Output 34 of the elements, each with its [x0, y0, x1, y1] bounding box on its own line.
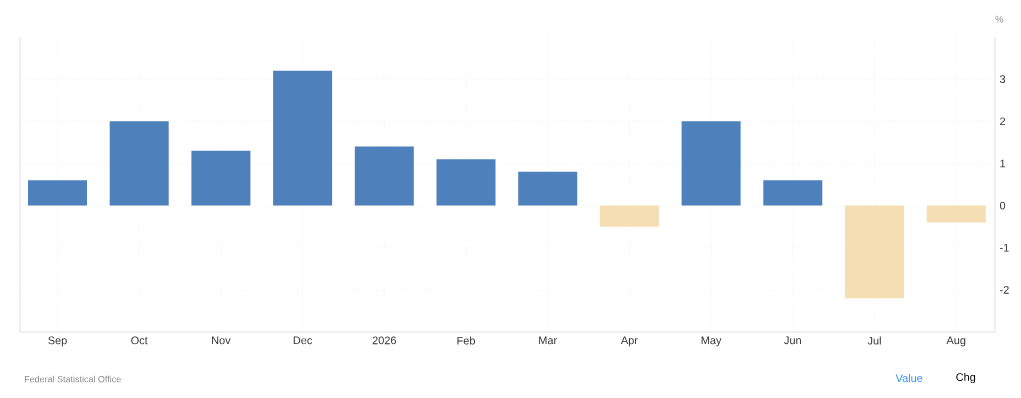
- x-tick-label: Nov: [212, 336, 231, 345]
- bar: [926, 205, 986, 223]
- x-tick-label: Dec: [293, 336, 313, 345]
- text: Federal Statistical Office: [24, 375, 121, 383]
- y-tick-label: -2: [1000, 286, 1009, 294]
- y-tick-label: 2: [1000, 117, 1006, 126]
- bar: [763, 180, 823, 206]
- text: Chg: [956, 372, 976, 384]
- y-tick-label: 1: [1000, 159, 1006, 168]
- y-axis-title: %: [995, 15, 1004, 23]
- bar: [191, 150, 251, 206]
- x-tick-label: Aug: [946, 336, 966, 347]
- x-tick-label: Oct: [131, 336, 148, 345]
- bar: [599, 205, 659, 227]
- bar: [273, 70, 333, 206]
- y-tick-label: 3: [999, 75, 1006, 84]
- x-tick-label: May: [701, 336, 722, 347]
- bar: [518, 171, 578, 206]
- x-tick-label: Jun: [784, 336, 801, 345]
- x-tick-label: Feb: [457, 336, 475, 345]
- x-tick-label: Jul: [867, 336, 881, 345]
- x-tick-label: Mar: [539, 336, 557, 345]
- x-tick-label: 2026: [372, 336, 396, 345]
- x-tick-label: Apr: [620, 336, 638, 347]
- bar: [354, 146, 414, 206]
- bar: [109, 121, 169, 206]
- bar: [681, 121, 741, 206]
- bar: [845, 205, 905, 299]
- x-tick-label: Sep: [48, 336, 67, 347]
- y-tick-label: -1: [1000, 243, 1009, 252]
- bar: [436, 159, 496, 206]
- y-tick-label: 0: [999, 201, 1006, 210]
- text: Value: [895, 373, 923, 383]
- bar: [28, 180, 87, 206]
